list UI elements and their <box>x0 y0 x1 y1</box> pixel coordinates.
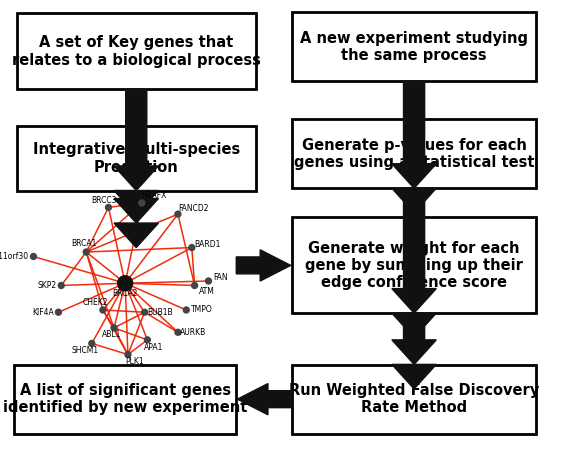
Point <box>140 308 149 316</box>
Point <box>143 336 152 344</box>
Text: A new experiment studying
the same process: A new experiment studying the same proce… <box>300 30 528 63</box>
Polygon shape <box>392 188 437 213</box>
Text: SKP2: SKP2 <box>37 281 56 290</box>
Point <box>121 279 130 287</box>
Text: CHEK2: CHEK2 <box>82 298 108 308</box>
FancyBboxPatch shape <box>292 364 536 434</box>
Polygon shape <box>392 364 437 389</box>
FancyBboxPatch shape <box>17 126 256 191</box>
Text: FANCD2: FANCD2 <box>178 204 209 213</box>
Point <box>181 306 191 313</box>
Text: Integrative Multi-species
Prediction: Integrative Multi-species Prediction <box>33 142 240 175</box>
Point <box>124 351 133 358</box>
Point <box>54 308 63 316</box>
Text: A list of significant genes
identified by new experiment: A list of significant genes identified b… <box>3 383 247 415</box>
Text: AURKB: AURKB <box>180 328 206 337</box>
Text: TMPO: TMPO <box>191 305 213 314</box>
Point <box>190 282 199 289</box>
Text: BRCA1: BRCA1 <box>71 239 96 248</box>
Text: APA1: APA1 <box>145 343 164 352</box>
Text: FAN: FAN <box>213 273 228 283</box>
Polygon shape <box>238 384 292 415</box>
FancyBboxPatch shape <box>17 14 256 89</box>
Text: H2AFX: H2AFX <box>141 192 167 200</box>
Point <box>99 306 108 313</box>
Text: BRCA2: BRCA2 <box>112 288 138 298</box>
Text: PLK1: PLK1 <box>125 357 144 366</box>
Point <box>87 340 96 347</box>
Polygon shape <box>392 188 437 313</box>
Point <box>29 253 38 260</box>
FancyBboxPatch shape <box>14 364 236 434</box>
Text: ABL1: ABL1 <box>101 330 121 339</box>
FancyBboxPatch shape <box>292 217 536 313</box>
Text: C11orf30: C11orf30 <box>0 252 29 261</box>
Text: Generate p-values for each
genes using a statistical test: Generate p-values for each genes using a… <box>294 138 534 170</box>
Polygon shape <box>392 313 437 338</box>
Text: KIF4A: KIF4A <box>32 308 54 317</box>
Text: BARD1: BARD1 <box>194 240 221 249</box>
Polygon shape <box>114 193 158 223</box>
Point <box>82 248 91 256</box>
Text: Generate weight for each
gene by summing up their
edge confidence score: Generate weight for each gene by summing… <box>305 241 523 290</box>
Text: Run Weighted False Discovery
Rate Method: Run Weighted False Discovery Rate Method <box>289 383 539 415</box>
Point <box>109 324 119 331</box>
Polygon shape <box>392 81 437 188</box>
Text: ATM: ATM <box>199 287 215 296</box>
Point <box>137 199 146 207</box>
Point <box>187 244 196 251</box>
Polygon shape <box>114 191 158 215</box>
Polygon shape <box>114 223 158 248</box>
Text: BUB1B: BUB1B <box>147 308 173 317</box>
Point <box>104 204 113 211</box>
FancyBboxPatch shape <box>292 12 536 81</box>
Text: SHCM1: SHCM1 <box>71 346 99 355</box>
Text: BRCC3: BRCC3 <box>91 196 117 205</box>
Polygon shape <box>236 250 291 281</box>
Point <box>204 278 213 285</box>
Point <box>174 211 183 218</box>
Polygon shape <box>392 313 437 364</box>
Point <box>174 329 183 336</box>
Point <box>57 282 66 289</box>
FancyBboxPatch shape <box>292 119 536 188</box>
Polygon shape <box>114 89 158 191</box>
Text: A set of Key genes that
relates to a biological process: A set of Key genes that relates to a bio… <box>12 35 261 68</box>
